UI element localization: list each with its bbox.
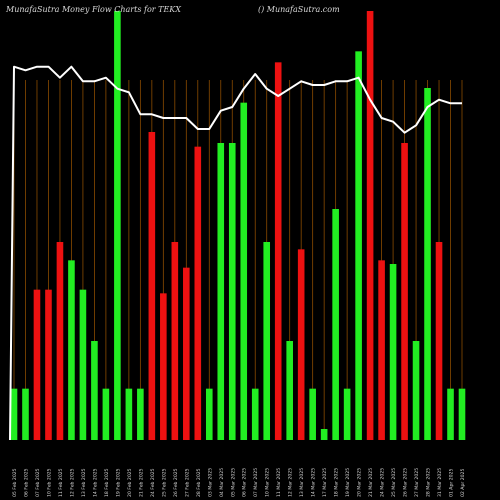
x-tick-label: 07 Feb 2025 (35, 468, 41, 497)
x-tick-label: 05 Mar 2025 (230, 468, 236, 497)
x-tick-label: 12 Mar 2025 (288, 468, 294, 497)
bar (240, 102, 248, 441)
bar (389, 264, 397, 440)
bar (91, 341, 98, 440)
bar (320, 429, 328, 440)
bar (401, 143, 408, 440)
x-tick-label: 19 Mar 2025 (345, 468, 351, 497)
bar (56, 242, 64, 440)
x-tick-label: 25 Feb 2025 (161, 468, 167, 497)
x-tick-label: 10 Mar 2025 (265, 468, 271, 497)
x-tick-label: 27 Mar 2025 (414, 468, 420, 497)
x-tick-label: 06 Feb 2025 (23, 468, 29, 497)
x-tick-label: 07 Mar 2025 (253, 468, 259, 497)
bar (332, 209, 339, 440)
bar (33, 289, 41, 440)
x-tick-label: 27 Feb 2025 (184, 468, 190, 497)
bar (228, 143, 236, 440)
x-tick-label: 18 Feb 2025 (104, 468, 110, 497)
bar (79, 289, 87, 440)
x-tick-label: 24 Feb 2025 (150, 468, 156, 497)
x-axis-labels: 05 Feb 2025 06 Feb 2025 07 Feb 2025 10 Feb … (12, 468, 466, 497)
bar (160, 293, 167, 440)
bar (194, 146, 202, 440)
x-tick-label: 21 Mar 2025 (368, 468, 374, 497)
money-flow-line (9, 65, 462, 441)
bar (171, 242, 179, 440)
bar (274, 62, 282, 440)
bar (343, 388, 351, 440)
x-tick-label: 12 Feb 2025 (69, 468, 75, 497)
bar (286, 341, 293, 440)
bar (424, 88, 431, 440)
bar (435, 242, 443, 440)
x-tick-label: 19 Feb 2025 (115, 468, 121, 497)
bar (412, 341, 420, 440)
bar (309, 388, 316, 440)
bar (125, 388, 133, 440)
x-tick-label: 02 Apr 2025 (460, 469, 466, 497)
x-tick-label: 28 Mar 2025 (426, 468, 432, 497)
x-tick-label: 26 Feb 2025 (173, 468, 179, 497)
x-tick-label: 04 Mar 2025 (219, 468, 225, 497)
x-tick-label: 25 Mar 2025 (391, 468, 397, 497)
money-flow-line-path (9, 65, 462, 441)
site-credit: () MunafaSutra.com (258, 5, 340, 14)
x-tick-label: 18 Mar 2025 (334, 468, 340, 497)
bar (205, 388, 213, 440)
chart-title: MunafaSutra Money Flow Charts for TEKX (6, 5, 181, 14)
x-tick-label: 31 Mar 2025 (437, 468, 443, 497)
x-tick-label: 05 Feb 2025 (12, 468, 18, 497)
x-tick-label: 26 Mar 2025 (403, 468, 409, 497)
x-tick-label: 14 Mar 2025 (311, 468, 317, 497)
x-tick-label: 17 Mar 2025 (322, 468, 328, 497)
x-tick-label: 14 Feb 2025 (92, 468, 98, 497)
bar (447, 388, 454, 440)
x-tick-label: 11 Feb 2025 (58, 468, 64, 497)
bar (263, 242, 271, 440)
bar (45, 289, 52, 440)
x-tick-label: 20 Mar 2025 (357, 468, 363, 497)
bar (22, 388, 29, 440)
x-tick-label: 20 Feb 2025 (127, 468, 133, 497)
x-tick-label: 10 Feb 2025 (46, 468, 52, 497)
bar (137, 388, 144, 440)
x-tick-label: 13 Mar 2025 (299, 468, 305, 497)
bar (251, 388, 259, 440)
x-tick-label: 28 Feb 2025 (196, 468, 202, 497)
x-tick-label: 03 Mar 2025 (207, 468, 213, 497)
x-tick-label: 24 Mar 2025 (380, 468, 386, 497)
bar (10, 388, 18, 440)
x-tick-label: 01 Apr 2025 (449, 469, 455, 497)
x-tick-label: 21 Feb 2025 (138, 468, 144, 497)
bar (68, 260, 75, 440)
bar-series (10, 11, 466, 441)
bar (458, 388, 466, 440)
bar (297, 249, 305, 440)
bar (114, 11, 121, 440)
bar (183, 267, 190, 440)
bar (102, 388, 110, 440)
bar (148, 132, 156, 440)
x-tick-label: 06 Mar 2025 (242, 468, 248, 497)
bar (378, 260, 385, 440)
x-tick-label: 11 Mar 2025 (276, 468, 282, 497)
bar (355, 51, 362, 440)
bar (366, 11, 374, 440)
bar (217, 143, 225, 440)
x-tick-label: 13 Feb 2025 (81, 468, 87, 497)
